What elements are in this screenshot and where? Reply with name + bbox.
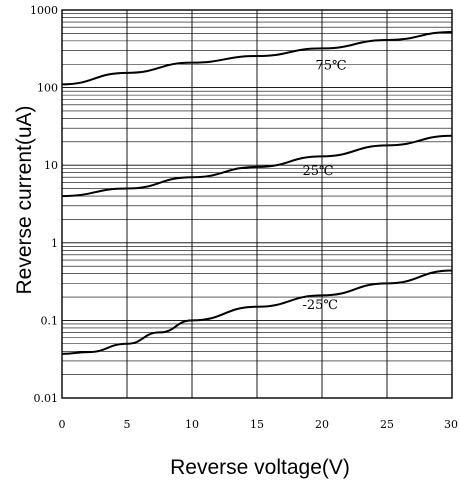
series-line-0 — [61, 31, 453, 86]
major-gridlines — [61, 9, 453, 399]
plot-border — [61, 9, 453, 399]
tick-labels: 0.01 0.1 1 10 100 1000 0 5 10 15 20 25 30 — [30, 4, 458, 431]
curve-label: 25℃ — [303, 164, 334, 179]
x-tick-label: 15 — [250, 418, 264, 431]
y-tick-label: 1000 — [30, 4, 58, 17]
curve-label: 75℃ — [316, 59, 347, 74]
curves — [61, 31, 453, 355]
y-tick-label: 10 — [44, 159, 58, 172]
curve-labels: 75℃ 25℃ -25℃ — [303, 59, 347, 313]
y-tick-label: 0.1 — [41, 314, 59, 327]
y-tick-label: 1 — [51, 237, 58, 250]
x-tick-label: 10 — [185, 418, 199, 431]
x-tick-label: 25 — [380, 418, 394, 431]
y-tick-label: 100 — [37, 82, 58, 95]
x-tick-label: 5 — [124, 418, 131, 431]
series-line-1 — [61, 134, 453, 198]
plot-frame — [61, 9, 453, 399]
x-tick-label: 30 — [444, 418, 458, 431]
x-axis-title: Reverse voltage(V) — [170, 456, 350, 479]
y-tick-label: 0.01 — [34, 392, 59, 405]
y-axis-title: Reverse current(uA) — [13, 105, 36, 294]
x-tick-label: 0 — [59, 418, 66, 431]
curve-label: -25℃ — [303, 298, 338, 313]
series-line-2 — [61, 269, 453, 355]
x-tick-label: 20 — [315, 418, 329, 431]
